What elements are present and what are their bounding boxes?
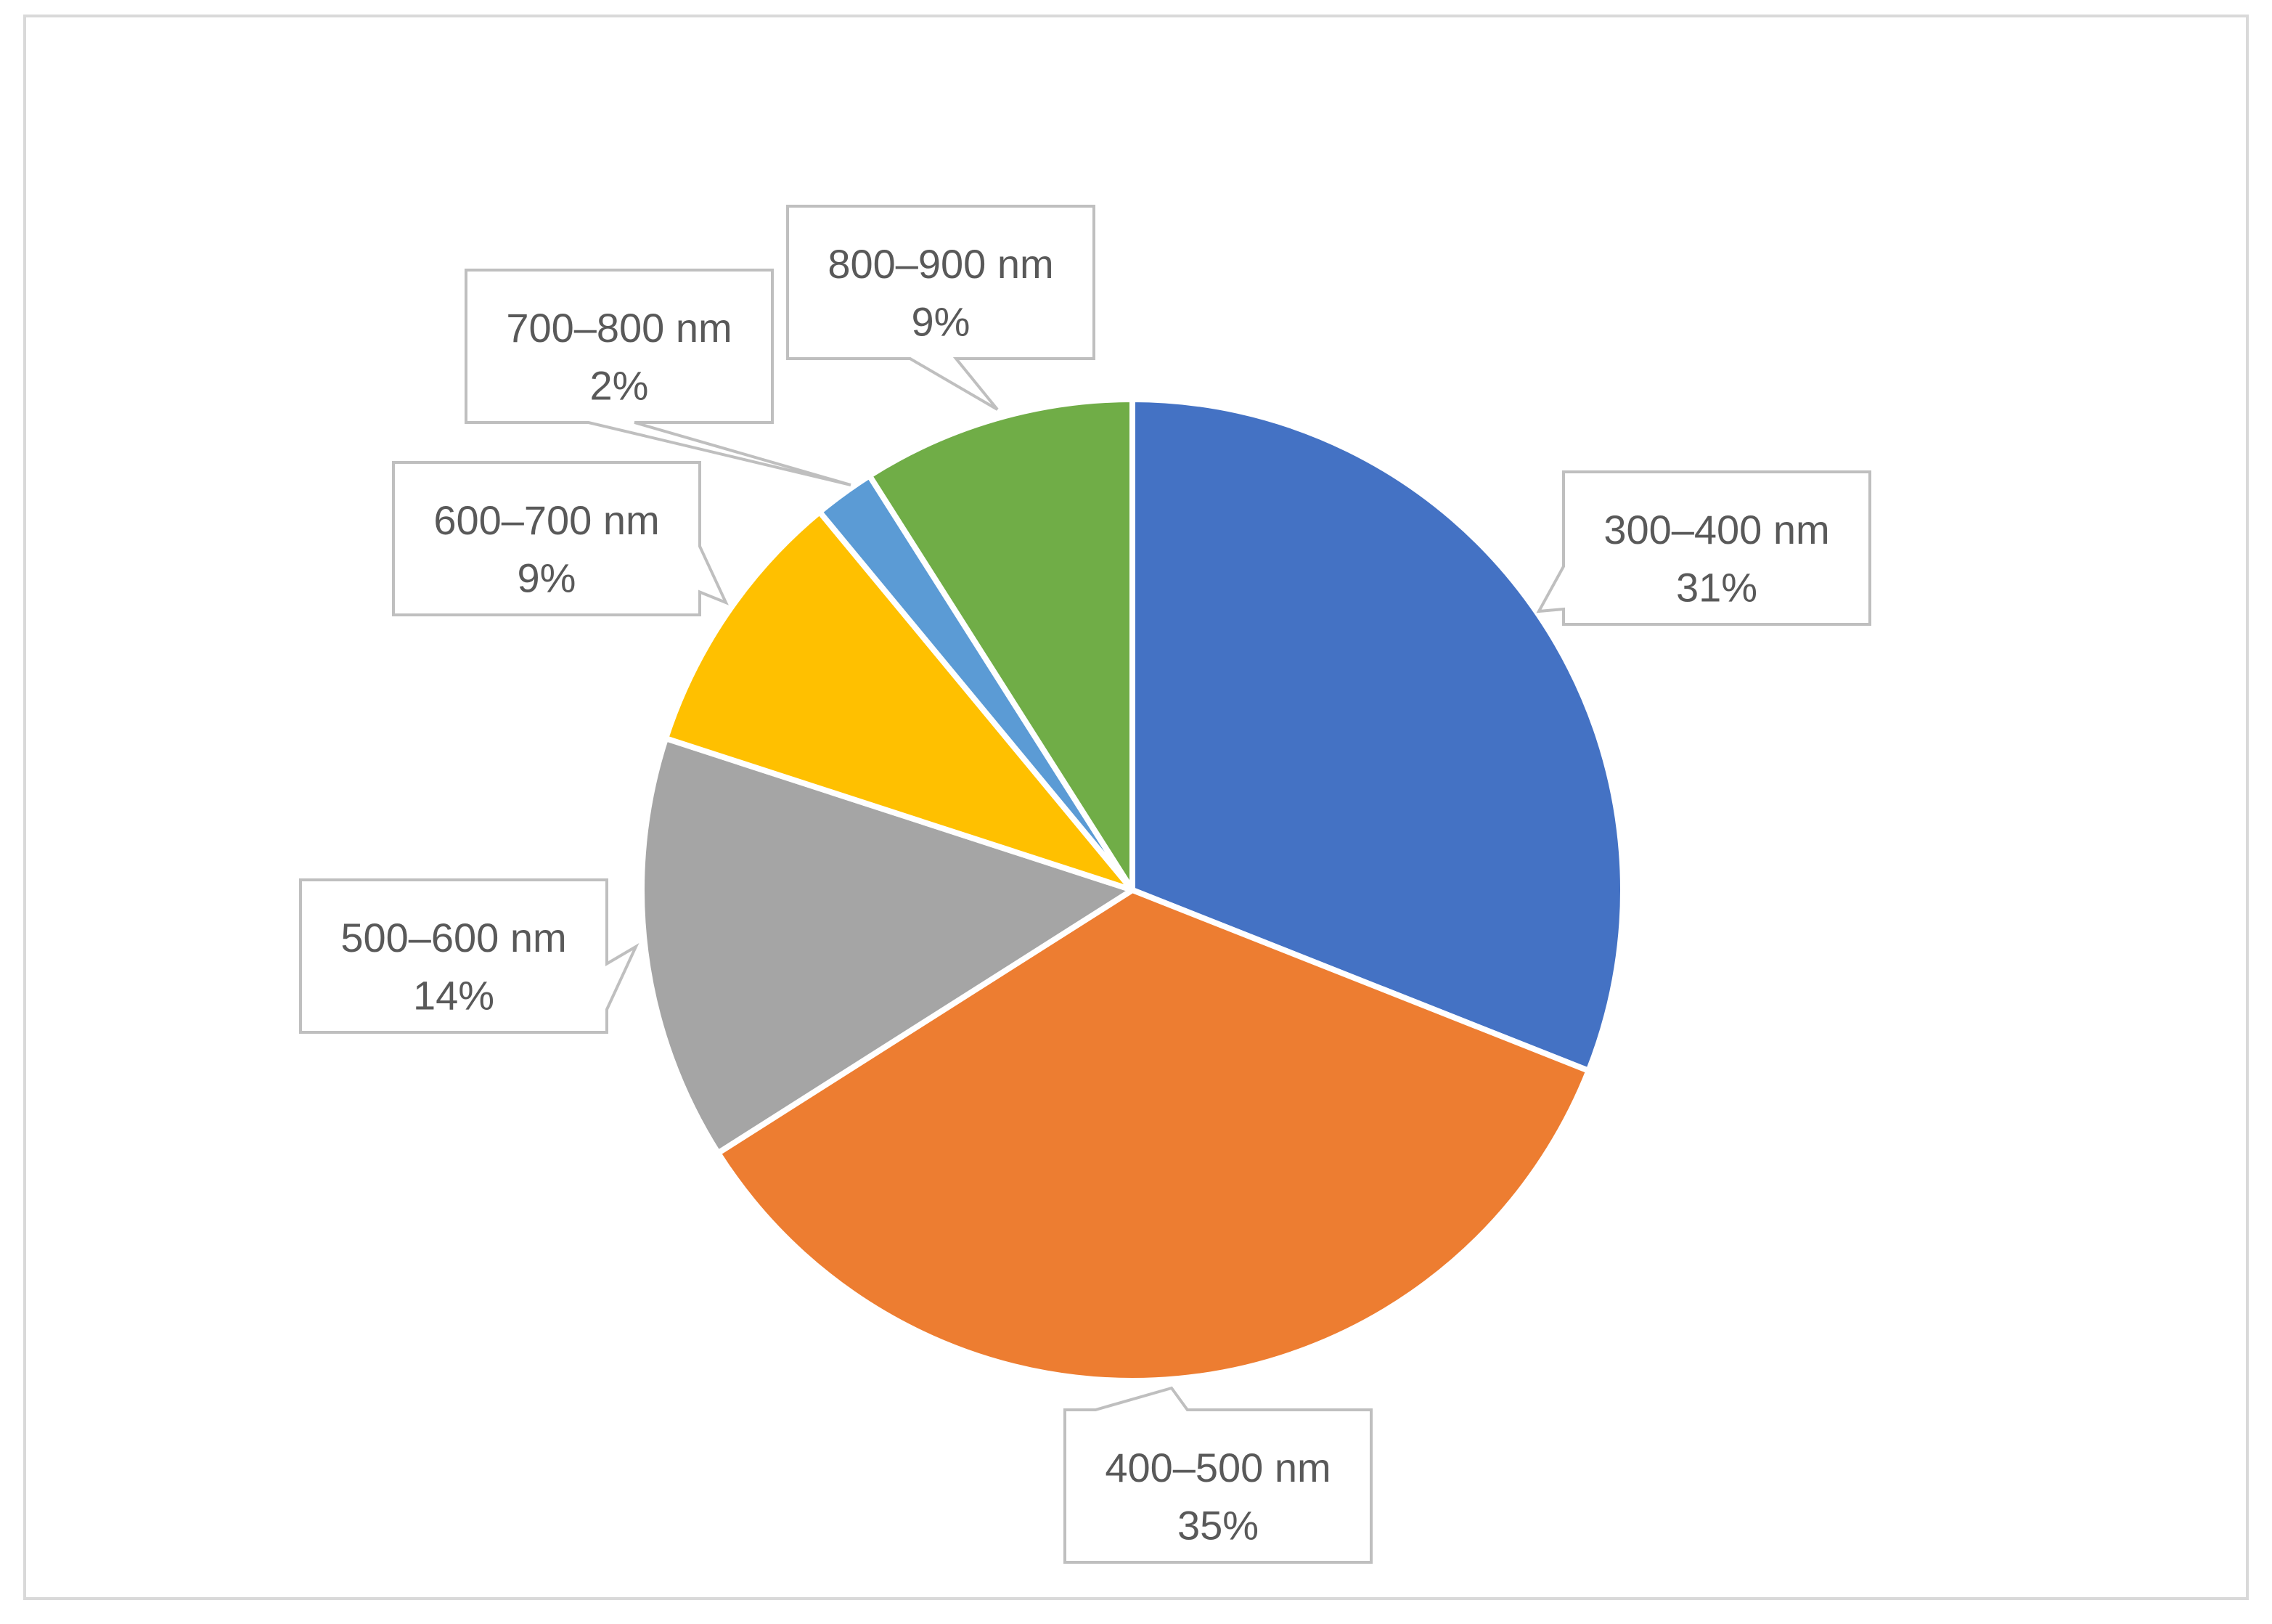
data-label-300-400-nm: 300–400 nm 31%: [1536, 470, 1871, 626]
percentage-label: 9%: [518, 555, 576, 601]
percentage-label: 9%: [912, 299, 970, 345]
data-label-400-500-nm: 400–500 nm 35%: [1063, 1386, 1373, 1564]
pie-slice-800-900-nm[interactable]: [866, 396, 1135, 893]
pie-slice-300-400-nm[interactable]: [1129, 396, 1626, 1074]
percentage-label: 2%: [590, 363, 649, 409]
percentage-label: 35%: [1177, 1503, 1259, 1548]
category-label: 700–800 nm: [506, 305, 732, 351]
callout-box: [465, 269, 851, 486]
data-label-500-600-nm: 500–600 nm 14%: [299, 878, 639, 1034]
pie-chart: 300–400 nm 31% 400–500 nm 35% 500–600 nm 14% 6…: [299, 205, 1871, 1564]
category-label: 800–900 nm: [828, 241, 1053, 287]
data-label-600-700-nm: 600–700 nm 9%: [392, 461, 729, 616]
callout-box: [1536, 470, 1871, 626]
pie-slice-600-700-nm[interactable]: [663, 509, 1135, 893]
percentage-label: 31%: [1676, 565, 1757, 611]
category-label: 500–600 nm: [340, 915, 566, 960]
chart-area: 300–400 nm 31% 400–500 nm 35% 500–600 nm 14% 6…: [23, 15, 2249, 1600]
category-label: 600–700 nm: [433, 497, 659, 543]
data-label-800-900-nm: 800–900 nm 9%: [786, 205, 1095, 411]
percentage-label: 14%: [413, 973, 494, 1019]
callout-box: [1063, 1386, 1373, 1564]
callout-box: [299, 878, 639, 1034]
data-label-700-800-nm: 700–800 nm 2%: [465, 269, 851, 486]
callout-box: [786, 205, 1095, 411]
pie-slice-400-500-nm[interactable]: [715, 887, 1592, 1384]
category-label: 300–400 nm: [1603, 507, 1829, 552]
pie-slice-500-600-nm[interactable]: [639, 735, 1135, 1156]
category-label: 400–500 nm: [1105, 1445, 1331, 1490]
callout-box: [392, 461, 729, 616]
